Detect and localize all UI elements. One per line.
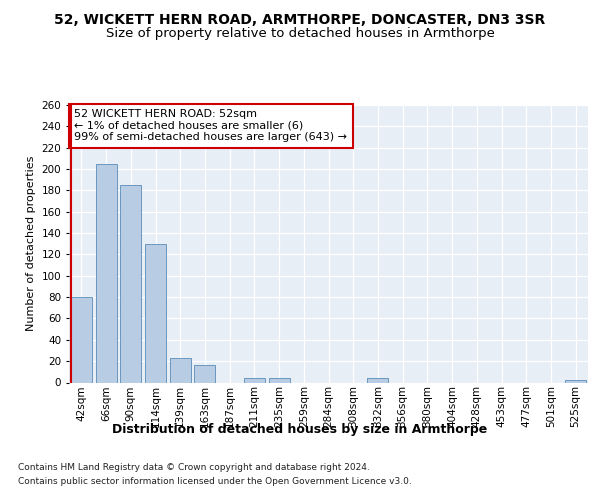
Bar (565, 380, 586, 382)
Bar (367, 378, 388, 382)
Text: Size of property relative to detached houses in Armthorpe: Size of property relative to detached ho… (106, 28, 494, 40)
Bar (194, 366, 215, 382)
Text: Contains public sector information licensed under the Open Government Licence v3: Contains public sector information licen… (18, 478, 412, 486)
Bar (244, 378, 265, 382)
Text: 52, WICKETT HERN ROAD, ARMTHORPE, DONCASTER, DN3 3SR: 52, WICKETT HERN ROAD, ARMTHORPE, DONCAS… (55, 12, 545, 26)
Bar (120, 185, 141, 382)
Bar (95, 164, 116, 382)
Text: Contains HM Land Registry data © Crown copyright and database right 2024.: Contains HM Land Registry data © Crown c… (18, 462, 370, 471)
Bar (145, 244, 166, 382)
Bar (71, 297, 92, 382)
Y-axis label: Number of detached properties: Number of detached properties (26, 156, 36, 332)
Text: 52 WICKETT HERN ROAD: 52sqm
← 1% of detached houses are smaller (6)
99% of semi-: 52 WICKETT HERN ROAD: 52sqm ← 1% of deta… (74, 109, 347, 142)
Text: Distribution of detached houses by size in Armthorpe: Distribution of detached houses by size … (112, 422, 488, 436)
Bar (170, 358, 191, 382)
Bar (269, 378, 290, 382)
